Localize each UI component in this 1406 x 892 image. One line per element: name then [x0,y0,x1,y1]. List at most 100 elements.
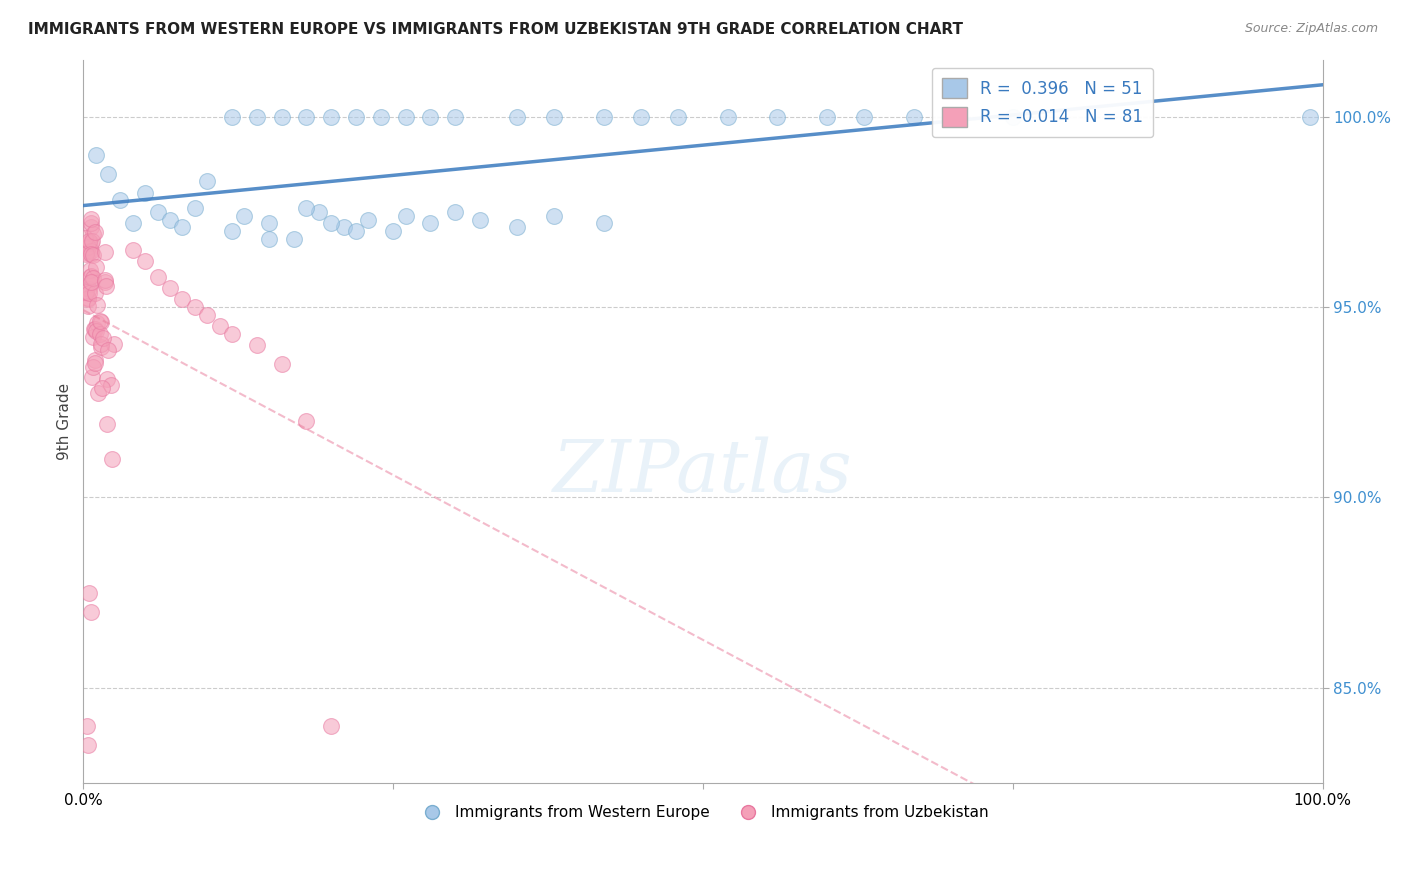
Point [94,278,117,293]
Point [666,110,689,124]
Point [382,224,405,238]
Point [82,227,104,242]
Point [80,275,103,289]
Point [308,205,330,219]
Point [90,316,112,330]
Point [73,231,96,245]
Point [79,269,101,284]
Point [543,209,565,223]
Point [159,212,181,227]
Point [80,216,103,230]
Point [82,330,104,344]
Point [134,186,156,200]
Point [103,336,125,351]
Point [295,201,318,215]
Point [592,110,614,124]
Point [77,245,100,260]
Point [94,273,117,287]
Point [79,263,101,277]
Point [815,110,838,124]
Point [146,205,169,219]
Point [87,386,110,401]
Point [419,216,441,230]
Point [84,148,107,162]
Point [717,110,740,124]
Point [444,205,467,219]
Point [83,353,105,368]
Point [76,719,98,733]
Point [82,271,104,285]
Point [221,326,243,341]
Point [630,110,652,124]
Point [77,282,100,296]
Point [93,275,115,289]
Point [76,244,98,259]
Point [270,110,292,124]
Point [77,738,100,752]
Point [257,231,280,245]
Point [344,110,367,124]
Point [96,417,118,431]
Point [419,110,441,124]
Point [506,220,529,235]
Point [184,300,207,314]
Point [97,167,120,181]
Point [270,357,292,371]
Point [257,216,280,230]
Point [543,110,565,124]
Point [77,299,100,313]
Point [592,216,614,230]
Point [83,356,105,370]
Point [83,322,105,336]
Point [394,209,416,223]
Point [82,360,104,375]
Point [394,110,416,124]
Point [321,216,343,230]
Point [84,260,107,274]
Y-axis label: 9th Grade: 9th Grade [58,383,72,460]
Point [77,240,100,254]
Point [77,292,100,306]
Point [76,291,98,305]
Point [295,110,318,124]
Point [1299,110,1322,124]
Point [77,285,100,300]
Point [221,110,243,124]
Point [332,220,354,235]
Point [121,243,143,257]
Point [766,110,789,124]
Text: Source: ZipAtlas.com: Source: ZipAtlas.com [1244,22,1378,36]
Point [246,338,269,352]
Point [75,285,97,299]
Point [903,110,925,124]
Point [86,298,108,312]
Point [80,234,103,248]
Point [93,331,115,345]
Point [246,110,269,124]
Point [82,369,104,384]
Point [83,285,105,300]
Point [146,269,169,284]
Point [101,451,124,466]
Point [283,231,305,245]
Point [468,212,491,227]
Point [75,247,97,261]
Point [195,174,218,188]
Point [172,220,194,235]
Point [321,719,343,733]
Point [84,324,107,338]
Point [80,605,103,619]
Point [80,247,103,261]
Point [80,244,103,258]
Point [1001,110,1024,124]
Point [121,216,143,230]
Point [94,245,117,260]
Point [110,194,132,208]
Point [172,293,194,307]
Point [853,110,876,124]
Point [83,322,105,336]
Point [90,340,112,354]
Point [79,235,101,250]
Point [233,209,256,223]
Point [77,234,100,248]
